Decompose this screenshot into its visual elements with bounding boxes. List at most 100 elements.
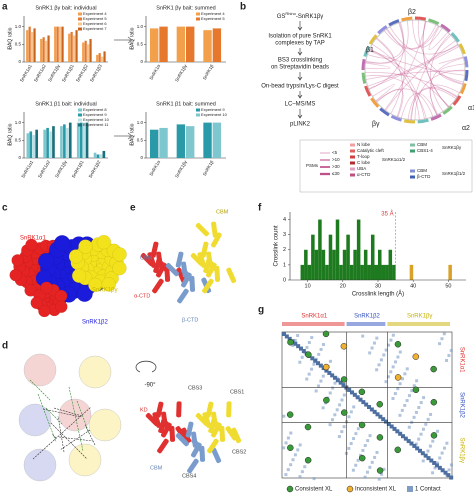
- contact-cell: [300, 470, 304, 474]
- helix: [164, 265, 171, 282]
- histogram-bar: [342, 249, 347, 280]
- domain-bar: [387, 322, 450, 326]
- contact-cell: [298, 443, 302, 447]
- helix: [226, 401, 232, 418]
- bar: [59, 26, 62, 62]
- crosslink-dot: [358, 421, 366, 429]
- legend-label: Inconsistent XL: [355, 487, 397, 493]
- structure-label: CBM: [216, 209, 229, 215]
- contact-cell: [369, 407, 374, 412]
- sphere: [78, 355, 112, 389]
- legend-swatch: [350, 149, 355, 153]
- crosslink-dot: [305, 351, 312, 358]
- circos-link: [386, 28, 464, 83]
- contact-cell: [372, 341, 376, 345]
- histogram-bar: [370, 234, 375, 280]
- histogram-bar: [388, 249, 393, 280]
- contact-cell: [419, 401, 423, 405]
- legend-label: Experiment 10: [83, 117, 110, 122]
- crosslink: [59, 429, 91, 451]
- circos-link: [411, 34, 452, 120]
- contact-cell: [307, 340, 311, 344]
- helix: [211, 221, 218, 238]
- y-axis-label: iBAQ ratio: [7, 123, 13, 146]
- crosslink-dot: [358, 454, 366, 462]
- atom-sphere: [53, 235, 71, 252]
- circos-segment: [361, 72, 367, 84]
- contact-cell: [386, 422, 391, 427]
- legend-label: 1 Contact: [415, 487, 441, 493]
- circos-link: [369, 48, 420, 120]
- legend-swatch: [196, 17, 200, 21]
- y-tick-label: 4: [283, 217, 286, 223]
- helix: [203, 257, 212, 274]
- flow-text: GSRhino-SnRK1βγ: [277, 11, 324, 20]
- contact-cell: [340, 430, 344, 434]
- contact-cell: [438, 342, 442, 346]
- atom-sphere: [40, 281, 53, 294]
- y-axis-label: Crosslink count: [274, 225, 280, 266]
- bar: [76, 122, 80, 158]
- contact-cell: [301, 349, 306, 354]
- circos-link: [389, 26, 459, 55]
- contact-cell: [403, 403, 407, 407]
- histogram-bar: [321, 249, 326, 280]
- circos-link: [430, 33, 451, 112]
- legend-label: UBA: [357, 166, 366, 171]
- contact-cell: [352, 392, 357, 397]
- circos-segment: [430, 113, 442, 121]
- contact-cell: [318, 363, 323, 368]
- contact-cell: [361, 334, 365, 338]
- bar: [45, 40, 48, 62]
- crosslink-dot: [376, 401, 383, 408]
- legend-swatch: [410, 149, 415, 153]
- circos-link: [410, 87, 457, 120]
- bar: [85, 122, 89, 158]
- contact-cell: [375, 450, 379, 454]
- helix: [231, 427, 242, 444]
- circos-link: [365, 75, 427, 119]
- crosslink: [76, 400, 90, 434]
- legend-box: [299, 139, 473, 193]
- bar: [54, 26, 57, 62]
- circos-segment: [442, 105, 453, 115]
- contact-cell: [286, 468, 290, 472]
- histogram-bar: [328, 234, 333, 280]
- crosslink-dot: [394, 374, 402, 381]
- contact-cell: [396, 387, 400, 391]
- contact-cell: [449, 475, 454, 480]
- helix: [175, 433, 189, 447]
- structure-label: CBS2: [232, 449, 246, 455]
- contact-cell: [333, 375, 337, 380]
- contact-cell: [351, 468, 355, 472]
- legend-label: Experiment 6: [83, 21, 107, 26]
- crosslink-dot: [430, 432, 438, 439]
- contact-cell: [284, 334, 289, 339]
- block-label: SnRK1βγ: [458, 438, 464, 463]
- contact-cell: [356, 458, 360, 462]
- circos-link: [439, 56, 464, 64]
- bar: [96, 154, 100, 158]
- circos-segment: [417, 118, 429, 124]
- bar: [103, 51, 106, 62]
- helix: [158, 417, 167, 434]
- chart-title: SnRK1 β1 bait: summed: [156, 101, 216, 107]
- contact-cell: [386, 375, 390, 379]
- contact-cell: [289, 463, 293, 467]
- rotation-arrow: [135, 360, 157, 373]
- contact-cell: [354, 432, 358, 436]
- structure-label: SnRK1β2: [82, 320, 108, 326]
- contact-cell: [364, 402, 369, 407]
- x-tick-label: SnRK1βγ: [54, 159, 68, 179]
- legend-label: CBM: [417, 142, 427, 147]
- circos-link: [371, 43, 425, 120]
- histogram-bar: [332, 249, 336, 280]
- y-tick-label: 0.5: [15, 137, 22, 142]
- contact-cell: [349, 410, 353, 414]
- flow-step: Isolation of pure SnRK1: [268, 34, 332, 40]
- contact-cell: [375, 336, 379, 340]
- bar: [49, 131, 52, 158]
- circos-link: [365, 62, 391, 70]
- legend-swatch: [78, 22, 82, 26]
- contact-cell: [398, 431, 403, 436]
